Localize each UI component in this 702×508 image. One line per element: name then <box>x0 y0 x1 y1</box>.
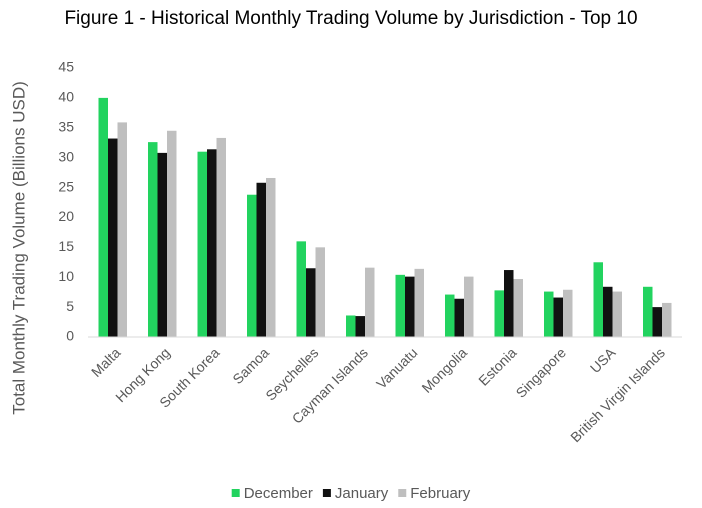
legend-swatch <box>231 489 240 497</box>
bar <box>603 286 613 337</box>
bar <box>98 97 108 337</box>
x-tick-label: Vanuatu <box>373 344 420 391</box>
bar <box>108 138 118 337</box>
bar <box>494 290 504 337</box>
bar <box>216 137 226 337</box>
bar <box>662 302 672 337</box>
legend-label: December <box>244 485 313 502</box>
bar <box>256 182 266 337</box>
bar <box>553 297 563 337</box>
bar <box>207 149 217 337</box>
bar <box>414 268 424 337</box>
bar <box>504 270 514 337</box>
y-tick-label: 10 <box>58 268 74 284</box>
y-tick-label: 5 <box>66 298 74 314</box>
y-axis-label: Total Monthly Trading Volume (Billions U… <box>9 81 28 415</box>
y-tick-label: 30 <box>58 148 74 164</box>
x-tick-label: USA <box>587 344 619 376</box>
bar <box>563 289 573 337</box>
x-tick-label: Malta <box>88 344 124 380</box>
bar <box>405 276 415 337</box>
bar <box>355 316 365 337</box>
y-tick-label: 35 <box>58 118 74 134</box>
bar <box>306 268 316 337</box>
bar <box>266 177 276 337</box>
bar <box>445 294 455 337</box>
legend-label: January <box>335 485 389 502</box>
y-tick-label: 15 <box>58 238 74 254</box>
bar <box>454 298 464 337</box>
bar <box>395 274 405 337</box>
bar <box>652 307 662 337</box>
x-tick-label: Singapore <box>513 344 570 401</box>
legend-label: February <box>410 485 471 502</box>
bar <box>544 291 554 337</box>
y-tick-label: 40 <box>58 89 74 105</box>
bar <box>117 122 127 337</box>
legend-swatch <box>398 489 407 497</box>
bar <box>612 291 622 337</box>
bar <box>315 247 325 337</box>
bar <box>643 286 653 337</box>
x-tick-label: British Virgin Islands <box>567 344 668 445</box>
bar <box>148 142 158 337</box>
bar <box>464 276 474 337</box>
bar <box>197 151 207 337</box>
x-tick-label: Estonia <box>475 344 519 388</box>
bar <box>157 152 167 337</box>
bar <box>365 267 375 337</box>
y-tick-label: 0 <box>66 328 74 344</box>
x-tick-label: Mongolia <box>418 344 470 396</box>
legend-swatch <box>322 489 331 497</box>
bar <box>296 241 306 337</box>
y-tick-label: 25 <box>58 178 74 194</box>
bar <box>247 194 257 337</box>
bar <box>346 315 356 337</box>
bar <box>167 130 177 337</box>
y-tick-label: 45 <box>58 59 74 75</box>
bar <box>513 279 523 337</box>
x-tick-label: Samoa <box>229 344 272 387</box>
bar <box>593 262 603 337</box>
chart-title: Figure 1 - Historical Monthly Trading Vo… <box>64 8 637 29</box>
y-tick-label: 20 <box>58 208 74 224</box>
